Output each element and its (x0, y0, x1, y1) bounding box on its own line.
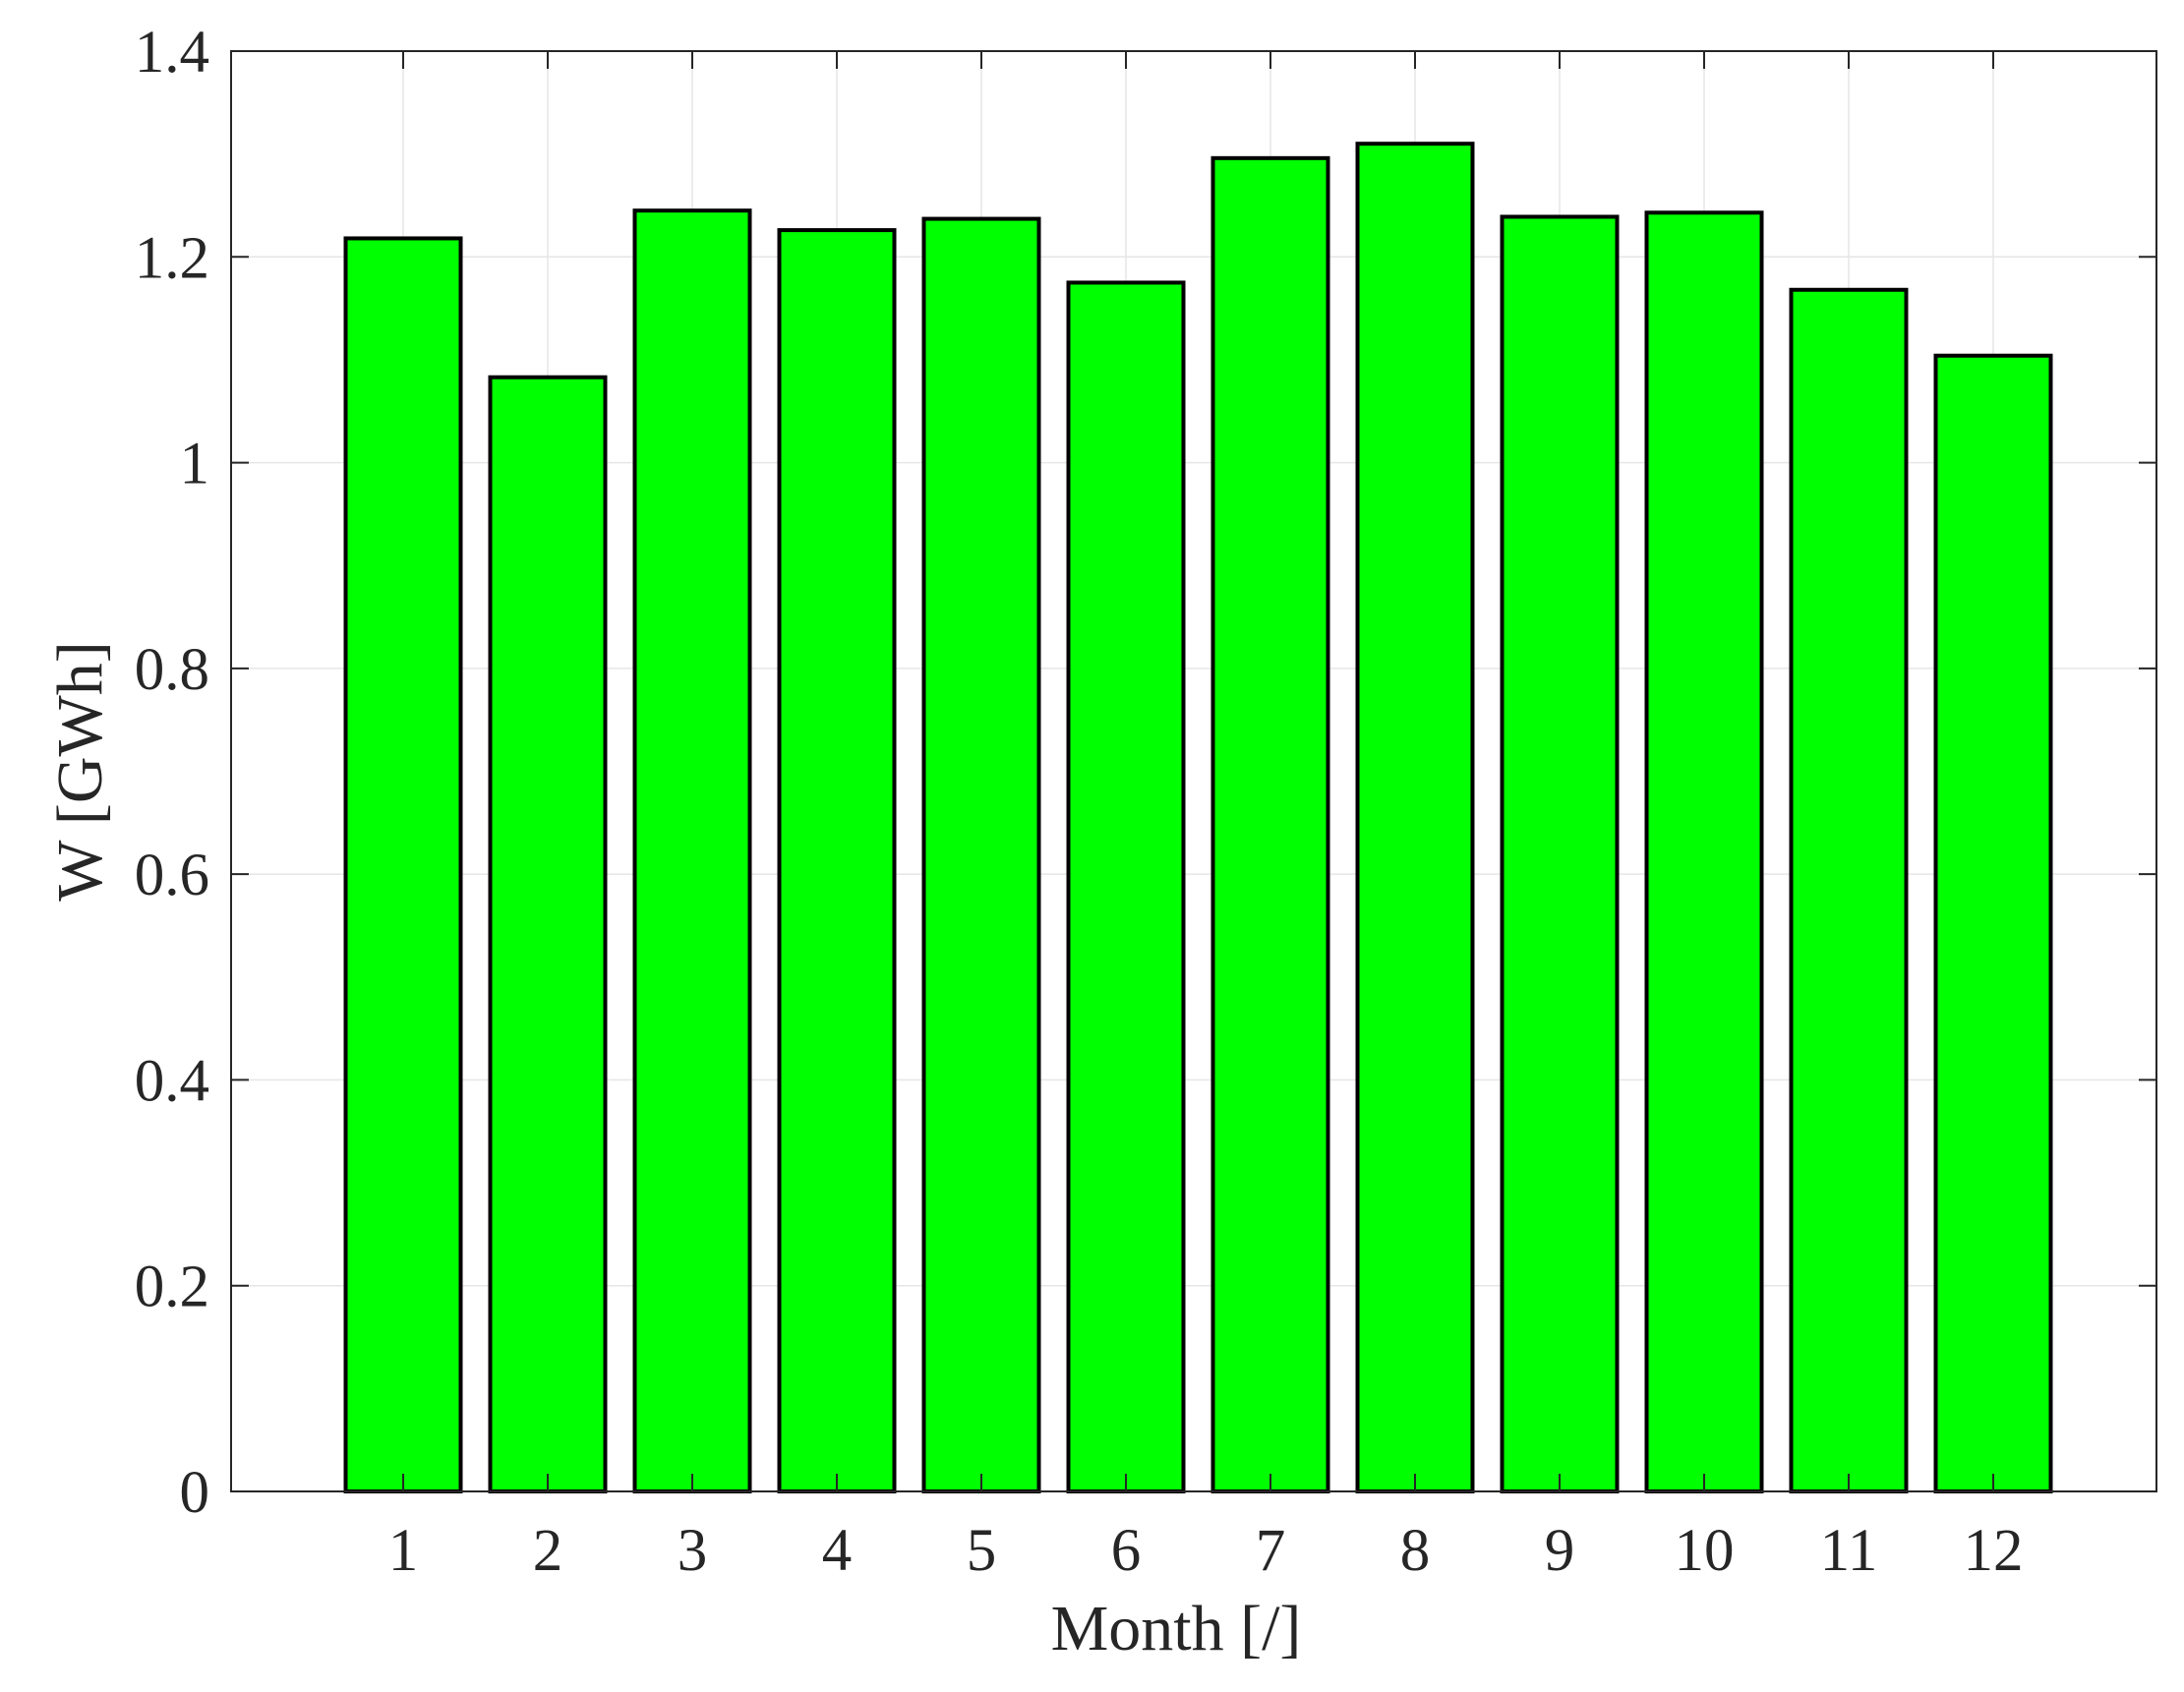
x-axis-label: Month [/] (1051, 1593, 1302, 1664)
y-tick-label: 1.2 (135, 225, 209, 291)
bar-month-1 (343, 236, 463, 1494)
bar-month-11 (1789, 287, 1909, 1493)
y-tick-label: 0.4 (135, 1048, 209, 1114)
x-tick-label: 7 (1256, 1518, 1286, 1584)
x-tick-label: 3 (678, 1518, 708, 1584)
bar-month-3 (632, 208, 752, 1494)
bar-month-10 (1644, 210, 1764, 1493)
x-tick-label: 1 (388, 1518, 419, 1584)
bar-month-9 (1500, 214, 1620, 1494)
tick-labels: 00.20.40.60.811.21.41 2 3 4 5 6 7 8 9 10 11 12 (135, 20, 2024, 1584)
x-tick-label: 10 (1675, 1518, 1735, 1584)
y-tick-label: 0 (180, 1460, 210, 1526)
bar-month-8 (1355, 142, 1475, 1493)
x-tick-label: 5 (967, 1518, 997, 1584)
x-tick-label: 12 (1964, 1518, 2024, 1584)
x-tick-label: 4 (822, 1518, 853, 1584)
x-tick-label: 8 (1400, 1518, 1431, 1584)
x-tick-label: 6 (1111, 1518, 1142, 1584)
x-tick-label: 11 (1820, 1518, 1878, 1584)
bar-month-5 (921, 216, 1041, 1493)
y-tick-label: 0.6 (135, 843, 209, 908)
axis-ticks (231, 50, 2156, 1492)
bar-month-4 (777, 228, 897, 1493)
x-tick-label: 2 (533, 1518, 563, 1584)
y-tick-label: 1 (180, 432, 210, 497)
bar-month-12 (1933, 353, 2053, 1494)
y-tick-label: 1.4 (135, 20, 209, 86)
bar-month-7 (1210, 155, 1330, 1493)
bar-month-6 (1066, 280, 1186, 1494)
x-tick-label: 9 (1545, 1518, 1575, 1584)
plot-frame (230, 50, 2157, 1492)
bars (343, 142, 2053, 1494)
y-axis-label: W [GWh] (44, 641, 116, 902)
y-tick-label: 0.8 (135, 637, 209, 703)
y-tick-label: 0.2 (135, 1254, 209, 1320)
bar-month-2 (488, 375, 608, 1493)
